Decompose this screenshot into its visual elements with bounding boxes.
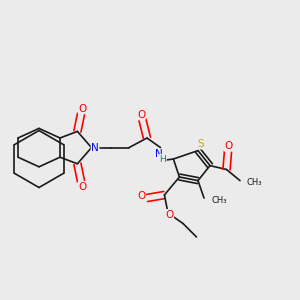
Text: N: N — [91, 142, 99, 153]
Text: CH₃: CH₃ — [212, 196, 227, 205]
Text: O: O — [165, 209, 174, 220]
Text: S: S — [198, 139, 204, 149]
Text: O: O — [78, 103, 87, 114]
Text: O: O — [224, 141, 233, 151]
Text: O: O — [78, 182, 87, 192]
Text: O: O — [137, 110, 145, 120]
Text: H: H — [160, 154, 166, 164]
Text: O: O — [137, 191, 145, 201]
Text: CH₃: CH₃ — [247, 178, 262, 187]
Text: N: N — [155, 149, 163, 159]
